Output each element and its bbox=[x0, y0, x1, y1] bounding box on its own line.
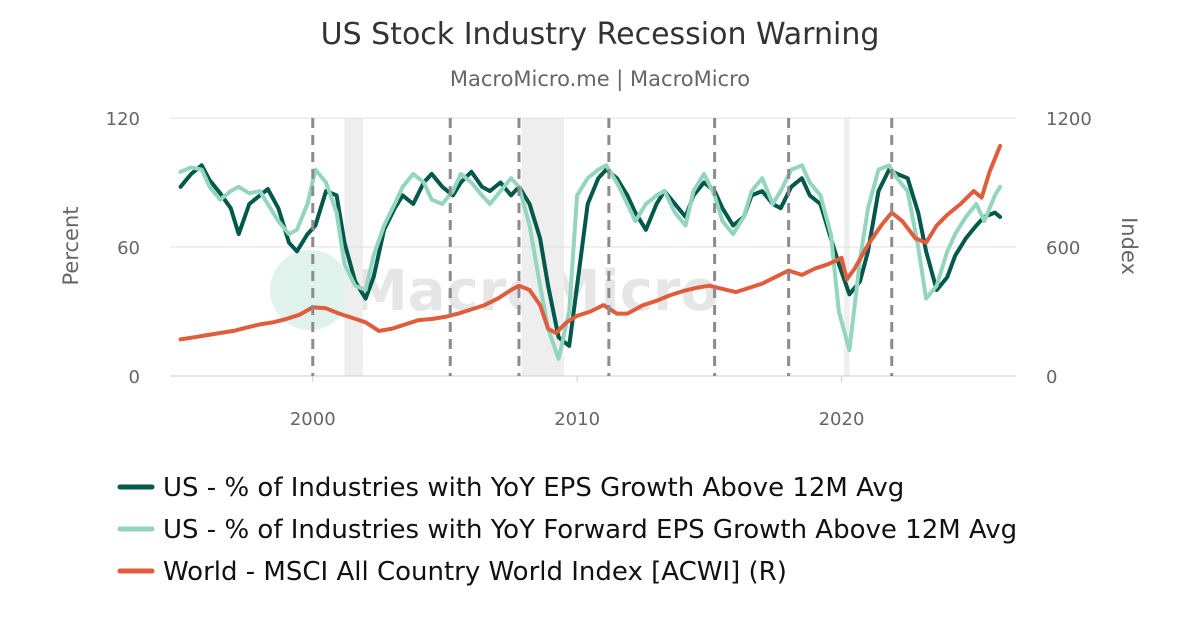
legend-label-0: US - % of Industries with YoY EPS Growth… bbox=[163, 473, 904, 503]
series-line-1 bbox=[178, 163, 1003, 361]
chart-subtitle: MacroMicro.me | MacroMicro bbox=[450, 67, 750, 92]
x-axis-ticks: 2000 2010 2020 bbox=[290, 376, 865, 430]
warning-lines-group bbox=[311, 118, 894, 376]
right-axis-title: Index bbox=[1117, 217, 1141, 275]
series-line-0 bbox=[178, 163, 1003, 348]
left-axis-ticks: 0 60 120 bbox=[106, 109, 140, 388]
x-tick-label-2: 2020 bbox=[819, 409, 865, 430]
left-tick-label-2: 120 bbox=[106, 109, 140, 130]
right-tick-label-2: 1200 bbox=[1046, 109, 1092, 130]
series-line-2 bbox=[178, 143, 1003, 342]
chart-title: US Stock Industry Recession Warning bbox=[321, 17, 880, 52]
grid-lines bbox=[170, 117, 1016, 377]
left-tick-label-1: 60 bbox=[117, 238, 140, 259]
series-lines bbox=[178, 143, 1003, 361]
legend: US - % of Industries with YoY EPS Growth… bbox=[117, 473, 1017, 587]
x-tick-label-1: 2010 bbox=[554, 409, 600, 430]
watermark-logo-icon bbox=[270, 250, 350, 330]
right-axis-ticks: 0 600 1200 bbox=[1046, 109, 1092, 388]
left-tick-label-0: 0 bbox=[129, 367, 140, 388]
x-tick-label-0: 2000 bbox=[290, 409, 336, 430]
right-tick-label-1: 600 bbox=[1046, 238, 1080, 259]
legend-label-1: US - % of Industries with YoY Forward EP… bbox=[163, 515, 1017, 545]
left-axis-title: Percent bbox=[59, 206, 83, 285]
right-tick-label-0: 0 bbox=[1046, 367, 1057, 388]
watermark: MacroMicro bbox=[270, 250, 719, 330]
legend-label-2: World - MSCI All Country World Index [AC… bbox=[163, 557, 787, 587]
